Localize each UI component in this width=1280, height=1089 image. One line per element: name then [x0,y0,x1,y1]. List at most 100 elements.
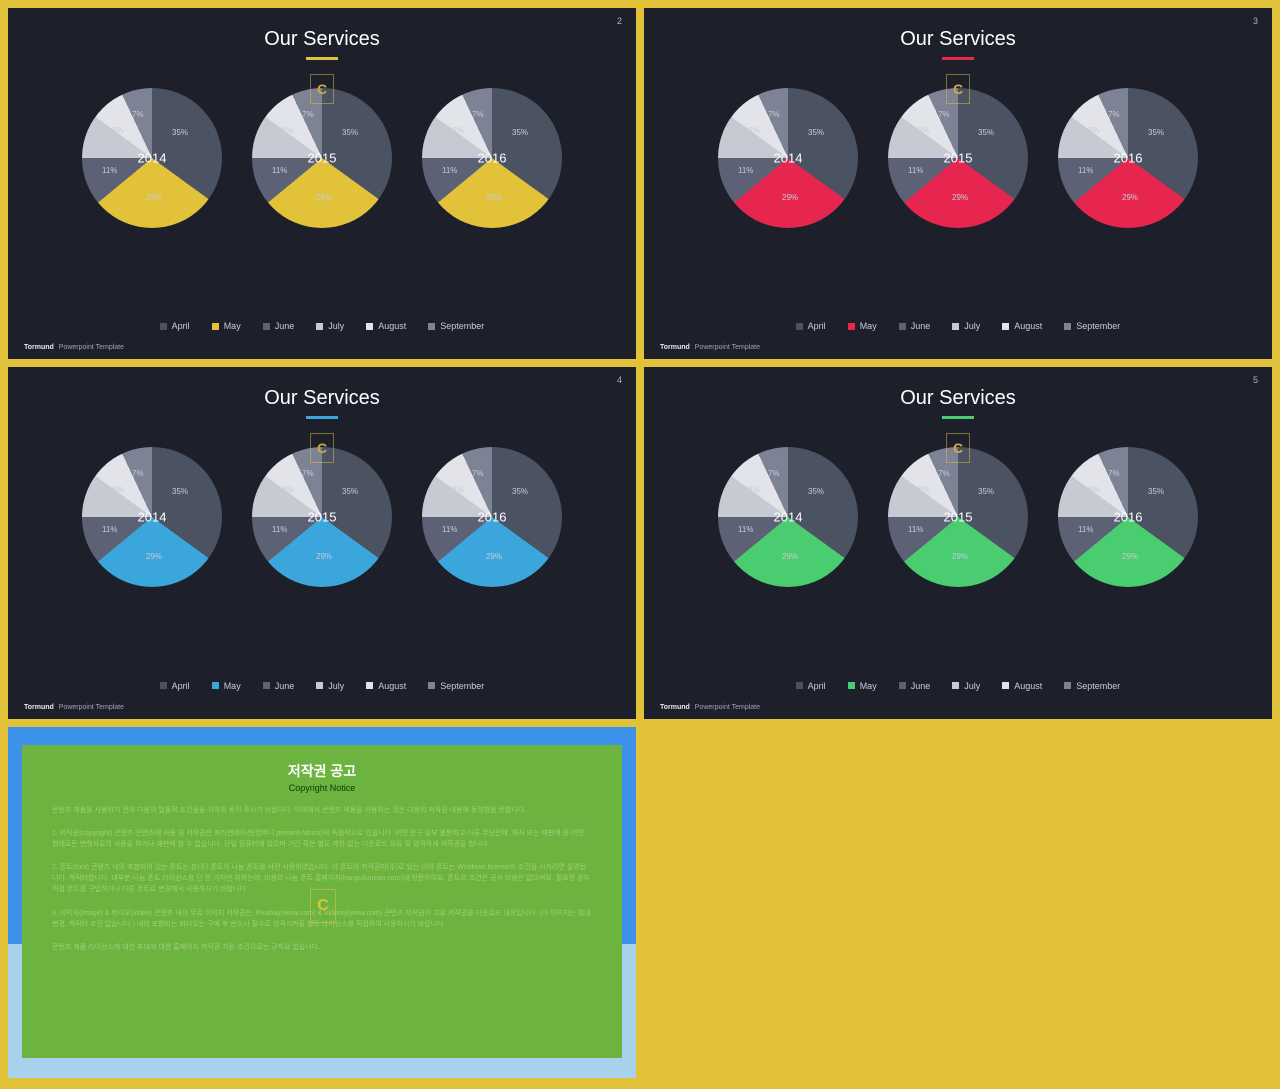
pie-slice-label: 8% [918,485,930,494]
pie-slice-label: 11% [738,525,753,534]
pie-slice-label: 35% [978,487,994,496]
notice-paragraph: 콘텐츠 제품 라이선스에 대한 추대에 대한 홈페이지 저작권 지원 조건으로는… [52,942,592,953]
pie-slice-label: 8% [452,485,464,494]
pie-slice-label: 29% [952,552,968,561]
legend-label: July [964,321,980,331]
legend-label: April [172,681,190,691]
legend-item: June [899,681,931,691]
pie-slice-label: 10% [1074,503,1090,512]
pie-slice-label: 35% [1148,128,1164,137]
pie-slice-label: 29% [146,193,162,202]
legend-swatch [263,323,270,330]
pie-slice-label: 11% [1078,166,1093,175]
pie-slice-label: 10% [268,503,284,512]
legend-label: August [1014,681,1042,691]
legend-swatch [212,323,219,330]
pie-slice-label: 11% [102,525,117,534]
pie-year-label: 2015 [944,510,973,525]
copyright-slide: 저작권 공고 Copyright Notice 콘텐츠 제품을 사용하기 전에 … [8,727,636,1078]
pie-year-label: 2015 [308,510,337,525]
pie-slice-label: 7% [302,110,314,119]
pie-slice-label: 35% [172,128,188,137]
legend-swatch [212,682,219,689]
pie-slice-label: 29% [486,193,502,202]
pie-slice-label: 7% [472,469,484,478]
legend-label: July [964,681,980,691]
slide-footer: Tormund Powerpoint Template [660,344,760,351]
pie-year-label: 2016 [478,510,507,525]
presentation-slide: 4 Our Services 2014 35%29%11%10%8%7% C 2… [8,367,636,718]
legend-item: July [952,321,980,331]
legend-label: September [1076,681,1120,691]
pie-slice-label: 7% [768,469,780,478]
pie-year-label: 2014 [774,510,803,525]
legend-item: August [1002,321,1042,331]
legend-label: April [172,321,190,331]
pie-chart: 2014 35%29%11%10%8%7% [718,88,858,228]
legend-label: September [440,681,484,691]
pie-slice-label: 29% [1122,552,1138,561]
pie-chart: 2014 35%29%11%10%8%7% [718,447,858,587]
legend-label: June [911,321,931,331]
pie-slice-label: 7% [768,110,780,119]
pie-slice-label: 8% [748,126,760,135]
legend-item: April [796,321,826,331]
legend-label: April [808,321,826,331]
slide-title: Our Services [664,387,1252,410]
pie-year-label: 2015 [308,151,337,166]
legend-item: May [848,321,877,331]
pie-slice-label: 11% [738,166,753,175]
slide-title: Our Services [28,387,616,410]
pie-slice-label: 11% [442,525,457,534]
pie-slice-label: 35% [172,487,188,496]
legend-item: April [796,681,826,691]
chart-legend: April May June July August September [664,681,1252,691]
pie-slice-label: 7% [132,469,144,478]
pie-slice-label: 10% [438,144,454,153]
pie-slice-label: 35% [342,128,358,137]
pie-slice-label: 8% [1088,126,1100,135]
pie-chart: 2014 35%29%11%10%8%7% [82,447,222,587]
legend-item: September [428,681,484,691]
legend-label: September [440,321,484,331]
pie-year-label: 2016 [478,151,507,166]
pie-slice-label: 29% [952,193,968,202]
watermark-badge: C [310,433,334,463]
legend-item: August [1002,681,1042,691]
notice-title: 저작권 공고 [52,761,592,781]
legend-swatch [316,682,323,689]
pie-slice-label: 11% [102,166,117,175]
legend-item: May [212,681,241,691]
legend-label: July [328,681,344,691]
pie-slice-label: 11% [272,166,287,175]
legend-item: August [366,681,406,691]
pie-slice-label: 8% [1088,485,1100,494]
slide-footer: Tormund Powerpoint Template [24,704,124,711]
pie-slice-label: 10% [268,144,284,153]
pie-slice-label: 7% [938,469,950,478]
legend-swatch [428,682,435,689]
legend-label: August [378,681,406,691]
pie-chart: C 2015 35%29%11%10%8%7% [252,88,392,228]
pie-slice-label: 11% [1078,525,1093,534]
title-underline [306,57,338,60]
charts-row: 2014 35%29%11%10%8%7% C 2015 35%29%11%10… [664,88,1252,305]
legend-label: May [860,321,877,331]
pie-slice-label: 29% [782,552,798,561]
pie-slice-label: 7% [132,110,144,119]
chart-legend: April May June July August September [28,321,616,331]
pie-slice-label: 35% [978,128,994,137]
legend-item: August [366,321,406,331]
pie-slice-label: 35% [808,487,824,496]
pie-slice-label: 35% [512,487,528,496]
pie-slice-label: 10% [1074,144,1090,153]
pie-year-label: 2015 [944,151,973,166]
chart-legend: April May June July August September [28,681,616,691]
pie-slice-label: 7% [472,110,484,119]
legend-item: September [428,321,484,331]
pie-slice-label: 10% [734,503,750,512]
legend-swatch [899,682,906,689]
pie-slice-label: 10% [904,144,920,153]
pie-chart: C 2015 35%29%11%10%8%7% [252,447,392,587]
pie-slice-label: 10% [98,503,114,512]
